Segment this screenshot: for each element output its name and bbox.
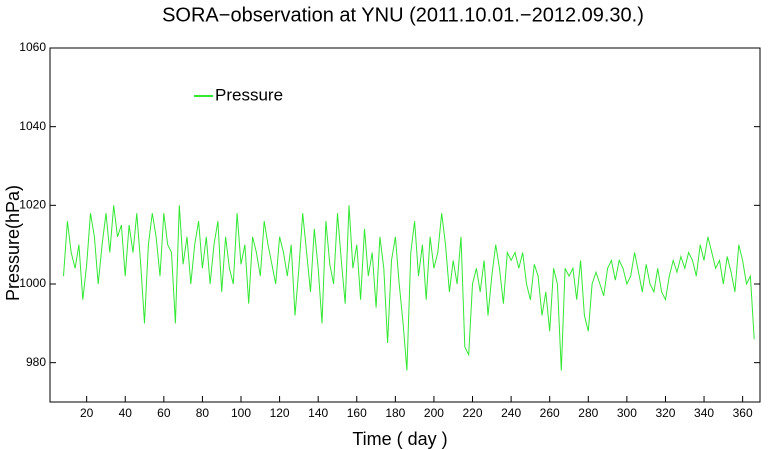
x-tick-label: 60 (157, 406, 171, 420)
x-tick-label: 140 (308, 406, 328, 420)
x-tick-label: 280 (578, 406, 598, 420)
legend-label: Pressure (215, 85, 283, 104)
y-tick-label: 1020 (19, 198, 46, 212)
y-tick-label: 1060 (19, 40, 46, 54)
x-tick-label: 240 (501, 406, 521, 420)
x-tick-label: 100 (231, 406, 251, 420)
x-tick-label: 360 (733, 406, 753, 420)
y-axis-label: Pressure(hPa) (3, 185, 23, 301)
x-tick-label: 300 (617, 406, 637, 420)
x-tick-label: 220 (463, 406, 483, 420)
x-axis-label: Time ( day ) (352, 429, 447, 449)
x-tick-label: 180 (385, 406, 405, 420)
x-tick-label: 200 (424, 406, 444, 420)
y-tick-label: 1000 (19, 276, 46, 290)
x-tick-label: 40 (119, 406, 133, 420)
x-tick-label: 160 (347, 406, 367, 420)
x-tick-label: 80 (196, 406, 210, 420)
data-line (63, 205, 755, 371)
x-tick-label: 20 (80, 406, 94, 420)
plot-frame (49, 47, 761, 403)
y-tick-label: 980 (26, 355, 46, 369)
x-tick-label: 120 (270, 406, 290, 420)
chart-title: SORA−observation at YNU (2011.10.01.−201… (162, 4, 644, 26)
x-tick-label: 320 (655, 406, 675, 420)
x-tick-label: 340 (694, 406, 714, 420)
x-tick-label: 260 (540, 406, 560, 420)
y-tick-label: 1040 (19, 119, 46, 133)
